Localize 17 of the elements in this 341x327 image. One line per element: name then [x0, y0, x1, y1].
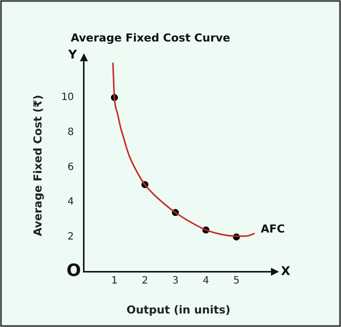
y-tick-label: 6: [68, 162, 74, 173]
series-label: AFC: [260, 222, 285, 236]
x-axis-title: Output (in units): [126, 303, 230, 316]
x-tick-label: 1: [111, 275, 118, 286]
x-tick-label: 3: [172, 275, 179, 286]
y-axis-title: Average Fixed Cost (₹): [31, 94, 44, 236]
text: O: [66, 261, 81, 282]
x-tick-label: 2: [142, 275, 148, 286]
text: X: [281, 264, 291, 278]
y-tick-label: 10: [61, 92, 74, 104]
x-tick-label: 4: [202, 275, 210, 286]
chart-title: Average Fixed Cost Curve: [70, 31, 230, 44]
x-tick-label: 5: [233, 275, 240, 286]
text: Y: [67, 47, 78, 62]
y-tick-label: 8: [68, 126, 74, 138]
y-tick-label: 2: [68, 232, 74, 243]
y-tick-label: 4: [68, 196, 74, 208]
